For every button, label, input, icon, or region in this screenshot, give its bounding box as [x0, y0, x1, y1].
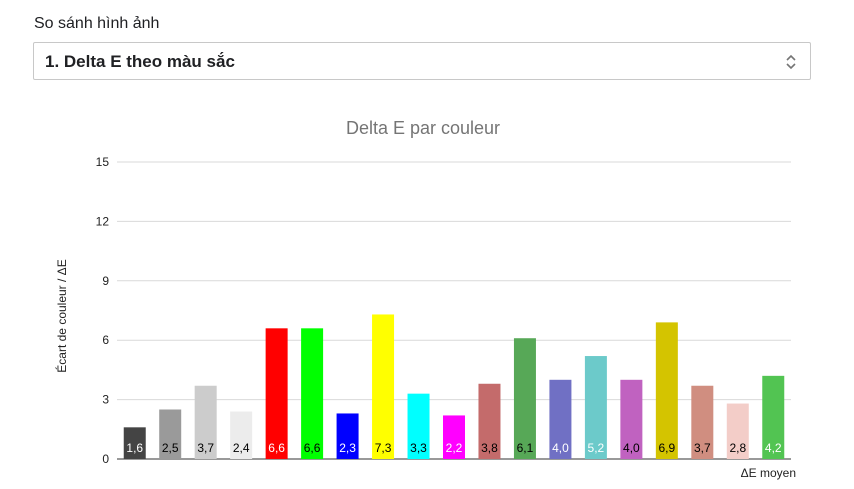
bar	[762, 375, 785, 459]
bar	[513, 338, 536, 459]
bar	[230, 411, 253, 459]
y-tick-label: 3	[102, 393, 109, 407]
bar	[726, 403, 749, 459]
y-tick-label: 9	[102, 274, 109, 288]
bars	[123, 314, 785, 459]
bar-value-label: 6,6	[304, 441, 321, 455]
bar	[407, 393, 430, 459]
y-tick-label: 15	[96, 155, 110, 169]
bar-value-label: 4,2	[765, 441, 782, 455]
bar	[549, 379, 572, 459]
bar-value-label: 2,5	[162, 441, 179, 455]
bar-value-label: 2,2	[446, 441, 463, 455]
section-label: So sánh hình ảnh	[34, 15, 160, 32]
bar-value-label: 1,6	[126, 441, 143, 455]
y-tick-labels: 0 3 6 9 12 15	[96, 155, 110, 466]
bar-value-label: 3,7	[694, 441, 711, 455]
y-tick-label: 0	[102, 452, 109, 466]
select-value: 1. Delta E theo màu sắc	[45, 52, 235, 71]
bar	[336, 413, 359, 459]
bar	[620, 379, 643, 459]
y-axis-label: Écart de couleur / ΔE	[54, 259, 69, 372]
bar-value-label: 2,8	[729, 441, 746, 455]
bar-value-label: 6,9	[658, 441, 675, 455]
delta-e-chart: Delta E par couleur Écart de couleur / Δ…	[54, 118, 796, 480]
bar-value-label: 2,4	[233, 441, 250, 455]
bar-value-label: 4,0	[552, 441, 569, 455]
bar-value-label: 2,3	[339, 441, 356, 455]
chevron-up-down-icon	[786, 54, 796, 70]
bar-value-label: 3,3	[410, 441, 427, 455]
y-tick-label: 6	[102, 333, 109, 347]
comparison-select[interactable]: 1. Delta E theo màu sắc	[33, 42, 811, 80]
x-axis-label: ΔE moyen	[741, 466, 796, 480]
bar-value-label: 7,3	[375, 441, 392, 455]
bar	[691, 385, 714, 459]
bar	[265, 328, 288, 459]
bar-value-label: 3,8	[481, 441, 498, 455]
bar-value-label: 6,6	[268, 441, 285, 455]
bar-value-label: 4,0	[623, 441, 640, 455]
bar	[194, 385, 217, 459]
bar	[159, 409, 182, 459]
bar-value-label: 6,1	[517, 441, 534, 455]
bar	[478, 383, 501, 459]
bar	[123, 427, 146, 459]
chart-title: Delta E par couleur	[346, 118, 500, 138]
bar	[443, 415, 465, 459]
bar	[655, 322, 678, 459]
y-tick-label: 12	[96, 214, 110, 228]
bar-value-label: 5,2	[588, 441, 605, 455]
bar-labels: 1,6 2,5 3,7 2,4 6,6 6,6 2,3 7,3 3,3 2,2 3,8 6,1 4,0 5…	[126, 441, 782, 455]
bar	[584, 356, 607, 459]
bar	[301, 328, 324, 459]
bar	[372, 314, 395, 459]
gridlines	[117, 161, 791, 460]
bar-value-label: 3,7	[197, 441, 214, 455]
